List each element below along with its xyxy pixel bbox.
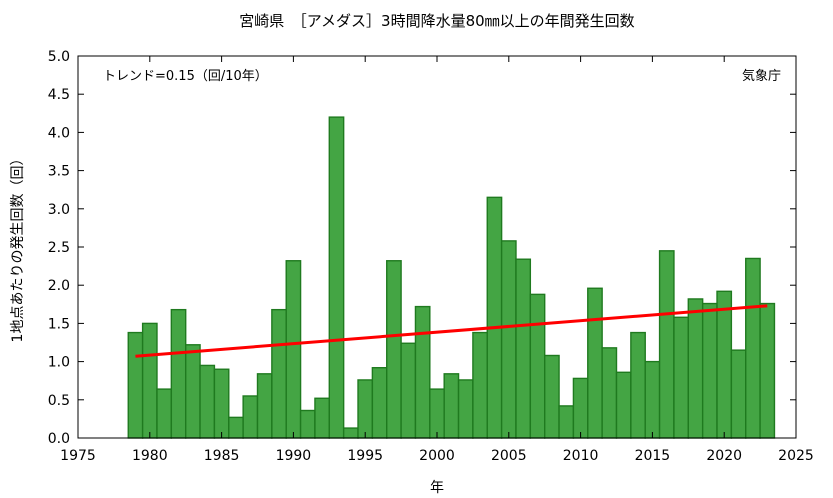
x-tick-label: 2005 [491,448,527,464]
bar-2017 [673,316,690,439]
source-label: 気象庁 [742,68,781,84]
y-tick-label: 4.5 [48,87,70,103]
trend-line [135,304,768,358]
y-tick-label: 4.0 [48,125,70,141]
x-tick-label: 1990 [276,448,312,464]
bar-2002 [457,379,474,439]
y-axis-label: 1地点あたりの発生回数（回） [10,152,26,343]
bar-1996 [371,367,388,439]
x-tick-label: 1995 [347,448,383,464]
x-tick-label: 2020 [706,448,742,464]
x-tick-label: 2025 [778,448,814,464]
bar-1998 [400,342,417,439]
bar-1988 [256,373,273,439]
bar-2008 [544,354,560,439]
bar-1984 [199,364,216,439]
bar-2014 [630,331,646,439]
y-tick-label: 1.5 [48,316,70,332]
bar-1992 [314,397,331,439]
bar-1993 [328,116,345,439]
y-tick-label: 3.5 [48,164,70,180]
bar-1981 [156,388,173,439]
chart-title: 宮崎県 ［アメダス］3時間降水量80㎜以上の年間発生回数 [239,12,634,30]
x-tick-label: 1975 [60,448,96,464]
bar-2013 [615,371,632,439]
bar-2009 [558,405,575,439]
bar-2021 [730,349,747,439]
bar-1980 [141,322,158,439]
x-tick-label: 2000 [419,448,455,464]
bar-1994 [342,427,359,439]
x-tick-label: 1985 [204,448,240,464]
bar-2015 [644,360,661,439]
bar-2016 [658,250,675,439]
y-tick-label: 1.0 [48,355,70,371]
x-tick-label: 2010 [563,448,599,464]
x-ticks-group: 1975 1980 1985 1990 1995 2000 2005 2010 2015 2020… [60,56,814,464]
bar-1995 [357,379,374,439]
bar-1983 [184,344,201,439]
trend-group [135,304,768,358]
bar-2023 [759,302,776,439]
bar-2001 [443,373,460,439]
bar-2019 [701,302,718,439]
bar-2022 [745,257,761,439]
y-tick-label: 3.0 [48,202,70,218]
bar-2018 [687,298,704,439]
y-tick-label: 0.5 [48,393,70,409]
bar-2010 [572,377,589,439]
bar-2012 [601,347,618,439]
bars-group [127,116,776,439]
bar-1986 [228,416,244,439]
bar-1990 [285,260,302,439]
bar-1989 [271,308,287,439]
bar-1997 [386,260,402,439]
bar-1979 [127,331,144,439]
bar-1991 [299,409,316,439]
y-tick-label: 5.0 [48,49,70,65]
x-tick-label: 2015 [635,448,671,464]
bar-2000 [429,388,445,439]
trend-annotation: トレンド=0.15（回/10年） [103,69,268,84]
bar-1985 [213,368,230,439]
x-axis-label: 年 [430,480,444,496]
bar-2011 [587,287,603,439]
bar-2005 [500,240,517,439]
bar-2004 [486,196,503,439]
bar-1987 [242,395,259,439]
y-tick-label: 0.0 [48,431,70,447]
bar-2006 [515,258,532,439]
y-ticks-group: 0.0 0.5 1.0 1.5 2.0 2.5 3.0 3.5 4.0 4.5 5.0 [48,49,796,447]
bar-2007 [529,293,546,439]
y-tick-label: 2.5 [48,240,70,256]
bar-2020 [716,290,733,439]
y-tick-label: 2.0 [48,278,70,294]
bar-1982 [170,308,187,439]
bar-2003 [472,331,488,439]
bar-1999 [414,305,431,439]
x-tick-label: 1980 [132,448,168,464]
